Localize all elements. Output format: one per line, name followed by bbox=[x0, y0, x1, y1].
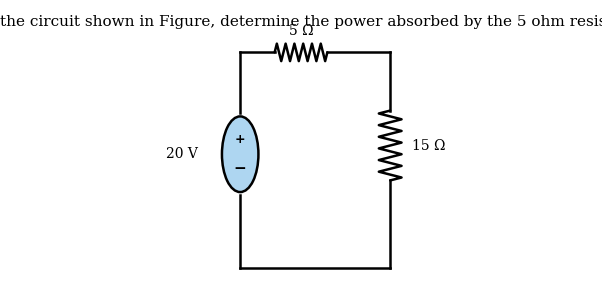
Text: −: − bbox=[234, 161, 247, 176]
Text: For the circuit shown in Figure, determine the power absorbed by the 5 ohm resis: For the circuit shown in Figure, determi… bbox=[0, 15, 602, 29]
Text: +: + bbox=[235, 133, 246, 146]
Text: 5 Ω: 5 Ω bbox=[289, 24, 313, 38]
Text: 15 Ω: 15 Ω bbox=[412, 139, 446, 152]
Text: 20 V: 20 V bbox=[166, 147, 197, 161]
Ellipse shape bbox=[222, 116, 258, 192]
